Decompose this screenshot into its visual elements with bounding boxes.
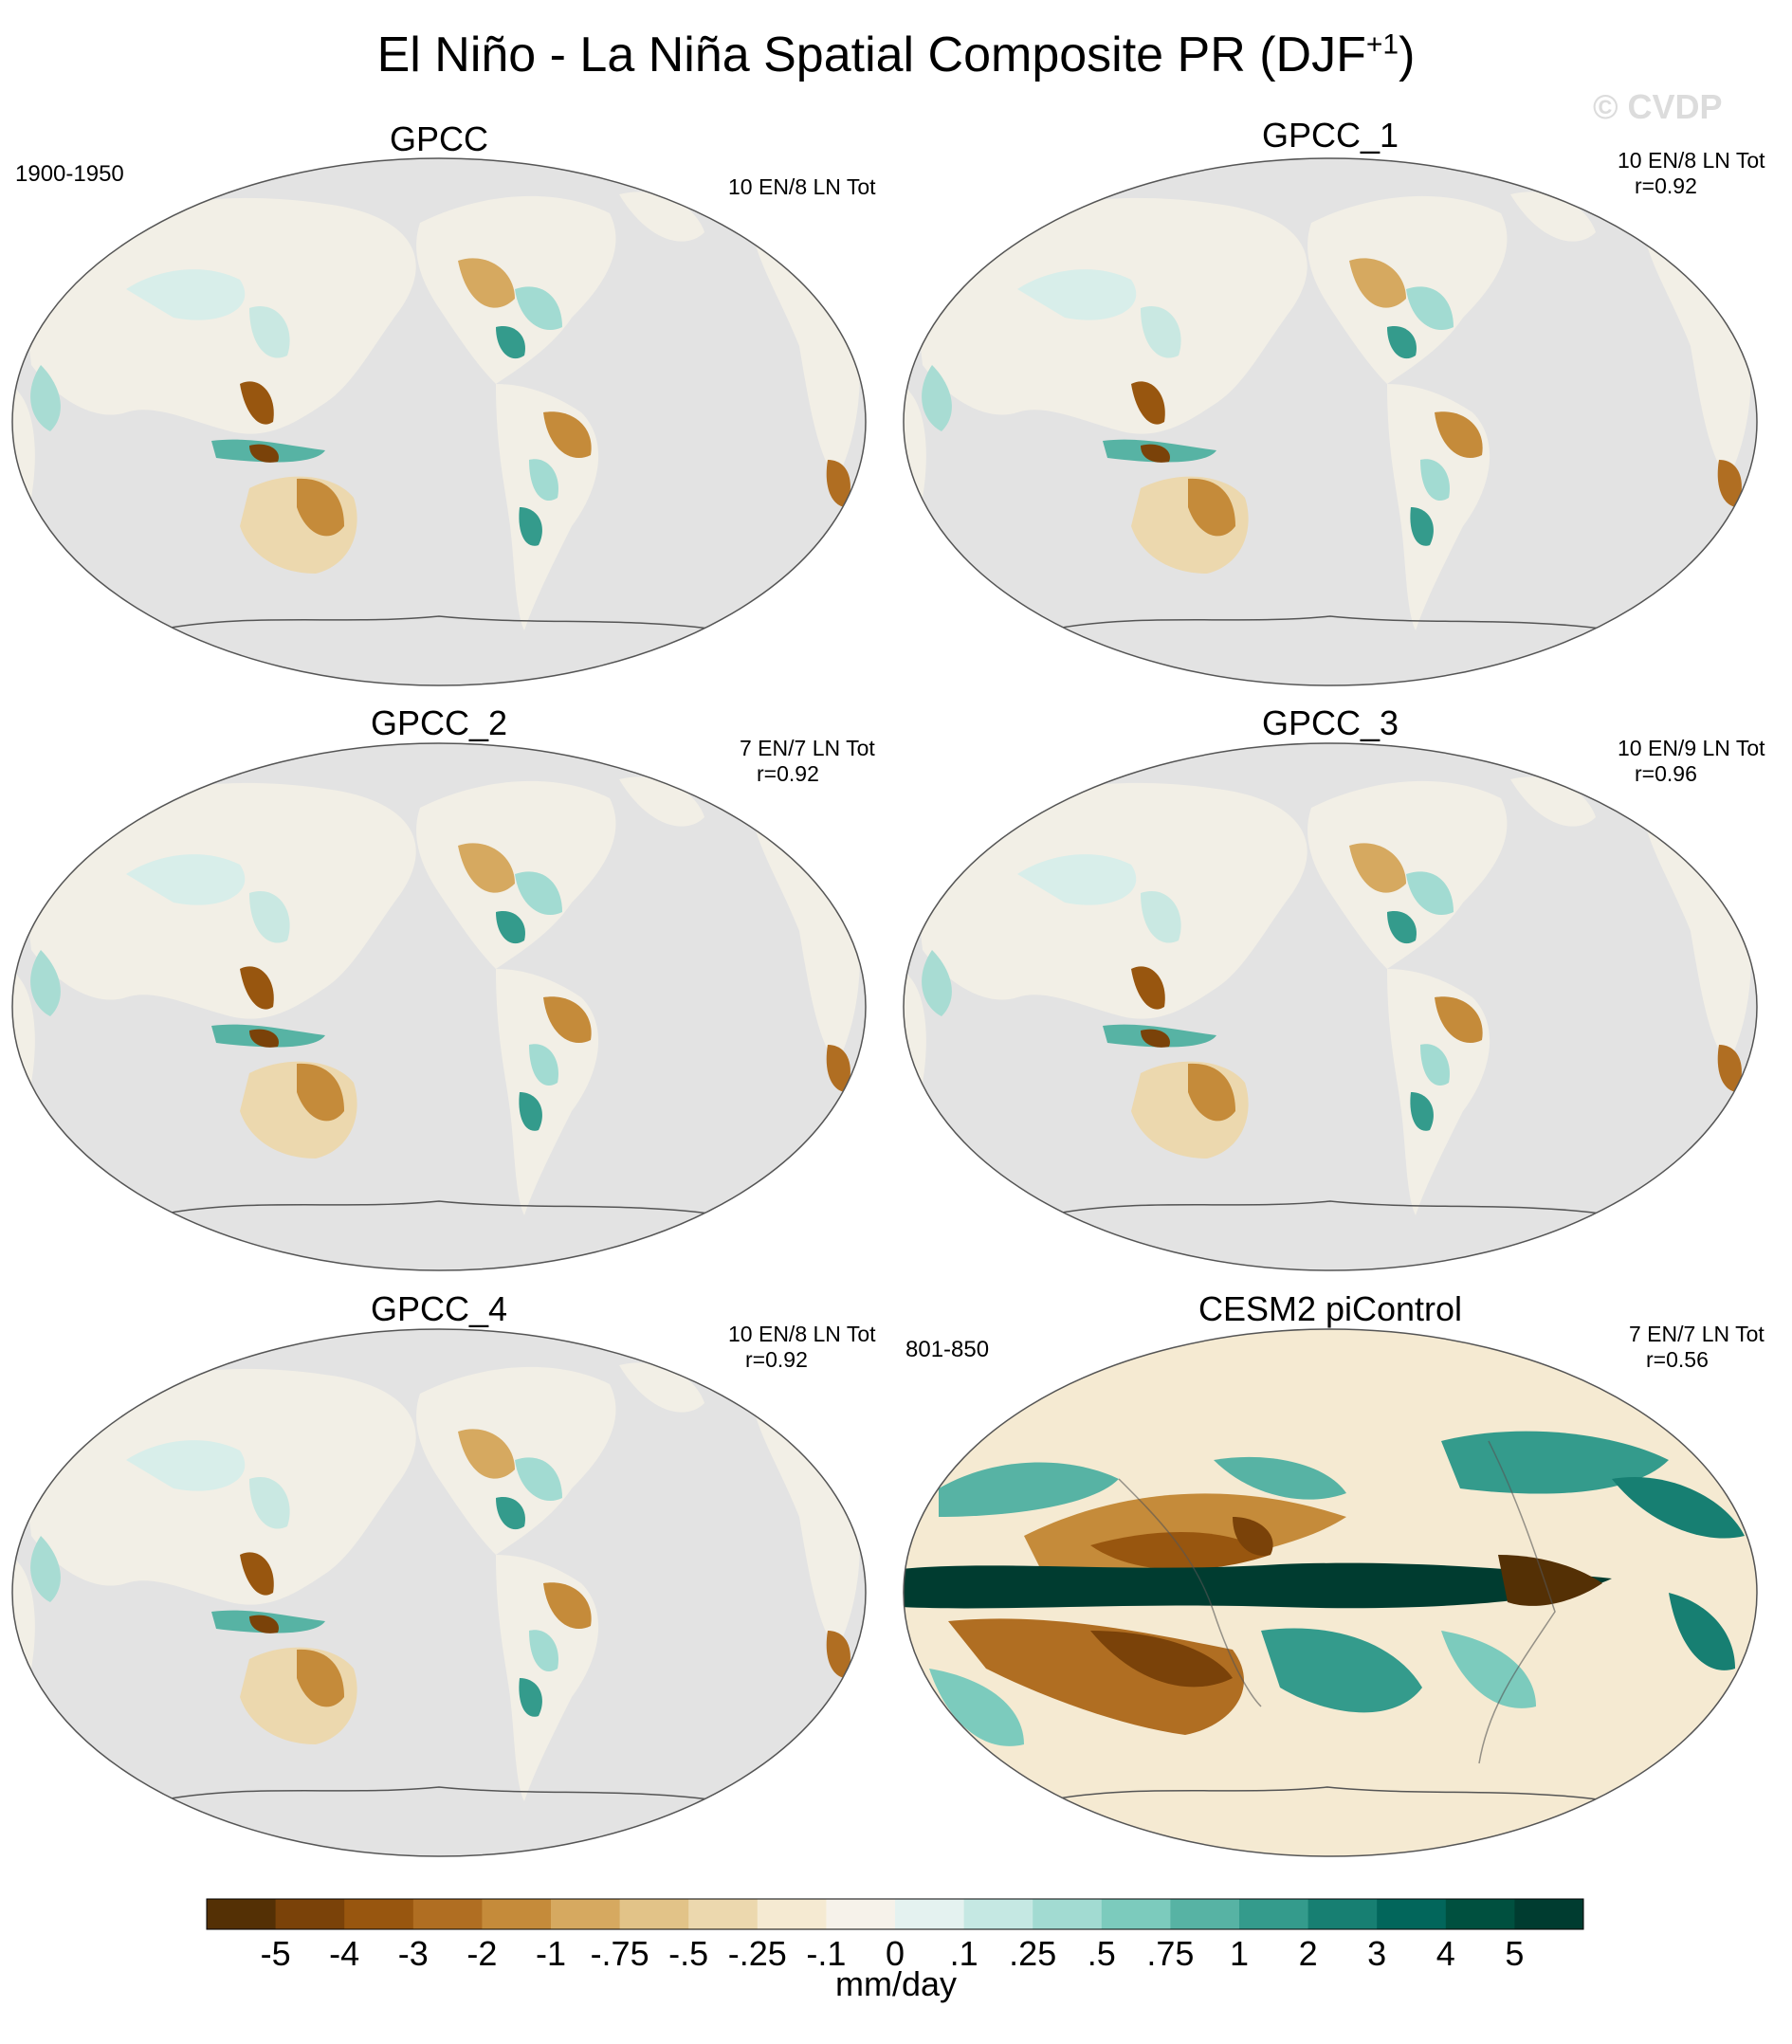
colorbar-box	[1514, 1899, 1584, 1929]
panel-events-cesm2: 7 EN/7 LN Tot r=0.56	[1629, 1322, 1765, 1372]
map-gpcc-2	[12, 743, 866, 1270]
panel-events-gpcc: 10 EN/8 LN Tot	[728, 174, 876, 199]
figure-title: El Niño - La Niña Spatial Composite PR (…	[376, 27, 1416, 82]
colorbar-box	[344, 1899, 414, 1929]
colorbar	[206, 1898, 1584, 1930]
colorbar-box	[688, 1899, 759, 1929]
colorbar-box	[1307, 1899, 1378, 1929]
colorbar-box	[412, 1899, 483, 1929]
colorbar-box	[207, 1899, 277, 1929]
colorbar-tick-label: -.1	[806, 1934, 847, 1973]
panel-events-gpcc-3: 10 EN/9 LN Tot r=0.96	[1618, 736, 1765, 786]
colorbar-tick-label: .25	[1009, 1934, 1057, 1973]
map-gpcc-4	[12, 1329, 866, 1856]
panel-years-gpcc: 1900-1950	[15, 161, 124, 187]
colorbar-tick-label: 0	[885, 1934, 905, 1973]
colorbar-box	[1377, 1899, 1447, 1929]
panel-events-gpcc-2: 7 EN/7 LN Tot r=0.92	[740, 736, 875, 786]
panel-events-gpcc-1: 10 EN/8 LN Tot r=0.92	[1618, 148, 1765, 198]
map-cesm2-picontrol	[904, 1329, 1757, 1856]
colorbar-tick-label: -1	[535, 1934, 567, 1973]
colorbar-tick-label: .1	[949, 1934, 978, 1973]
colorbar-tick-label: .5	[1087, 1934, 1116, 1973]
colorbar-tick-label: 2	[1298, 1934, 1318, 1973]
panel-title-gpcc-1: GPCC_1	[1261, 116, 1399, 155]
colorbar-tick-label: -.5	[668, 1934, 709, 1973]
colorbar-tick-label: -4	[329, 1934, 360, 1973]
watermark: © CVDP	[1593, 87, 1723, 126]
colorbar-tick-label: .75	[1146, 1934, 1195, 1973]
colorbar-tick-label: -.75	[590, 1934, 649, 1973]
map-gpcc	[12, 158, 866, 685]
colorbar-tick-label: 1	[1229, 1934, 1250, 1973]
colorbar-box	[895, 1899, 965, 1929]
colorbar-box	[1445, 1899, 1515, 1929]
colorbar-box	[551, 1899, 621, 1929]
colorbar-tick-label: 4	[1435, 1934, 1455, 1973]
panel-title-cesm2: CESM2 piControl	[1198, 1289, 1463, 1328]
colorbar-box	[826, 1899, 896, 1929]
colorbar-tick-label: -2	[466, 1934, 498, 1973]
colorbar-tick-label: -5	[260, 1934, 291, 1973]
colorbar-tick-label: 3	[1367, 1934, 1387, 1973]
panel-years-cesm2: 801-850	[905, 1337, 990, 1362]
map-gpcc-1	[904, 158, 1757, 685]
colorbar-units: mm/day	[834, 1964, 958, 2003]
panel-title-gpcc: GPCC	[389, 119, 489, 158]
colorbar-box	[1170, 1899, 1240, 1929]
colorbar-tick-label: -.25	[727, 1934, 787, 1973]
colorbar-tick-label: -3	[397, 1934, 429, 1973]
colorbar-box	[757, 1899, 827, 1929]
panel-title-gpcc-4: GPCC_4	[370, 1289, 508, 1328]
colorbar-tick-label: 5	[1505, 1934, 1525, 1973]
colorbar-box	[1239, 1899, 1309, 1929]
map-gpcc-3	[904, 743, 1757, 1270]
panel-events-gpcc-4: 10 EN/8 LN Tot r=0.92	[728, 1322, 876, 1372]
colorbar-box	[275, 1899, 345, 1929]
colorbar-box	[482, 1899, 552, 1929]
panel-title-gpcc-3: GPCC_3	[1261, 703, 1399, 742]
colorbar-box	[1101, 1899, 1171, 1929]
colorbar-box	[963, 1899, 1033, 1929]
panel-title-gpcc-2: GPCC_2	[370, 703, 508, 742]
colorbar-box	[619, 1899, 689, 1929]
colorbar-box	[1033, 1899, 1103, 1929]
